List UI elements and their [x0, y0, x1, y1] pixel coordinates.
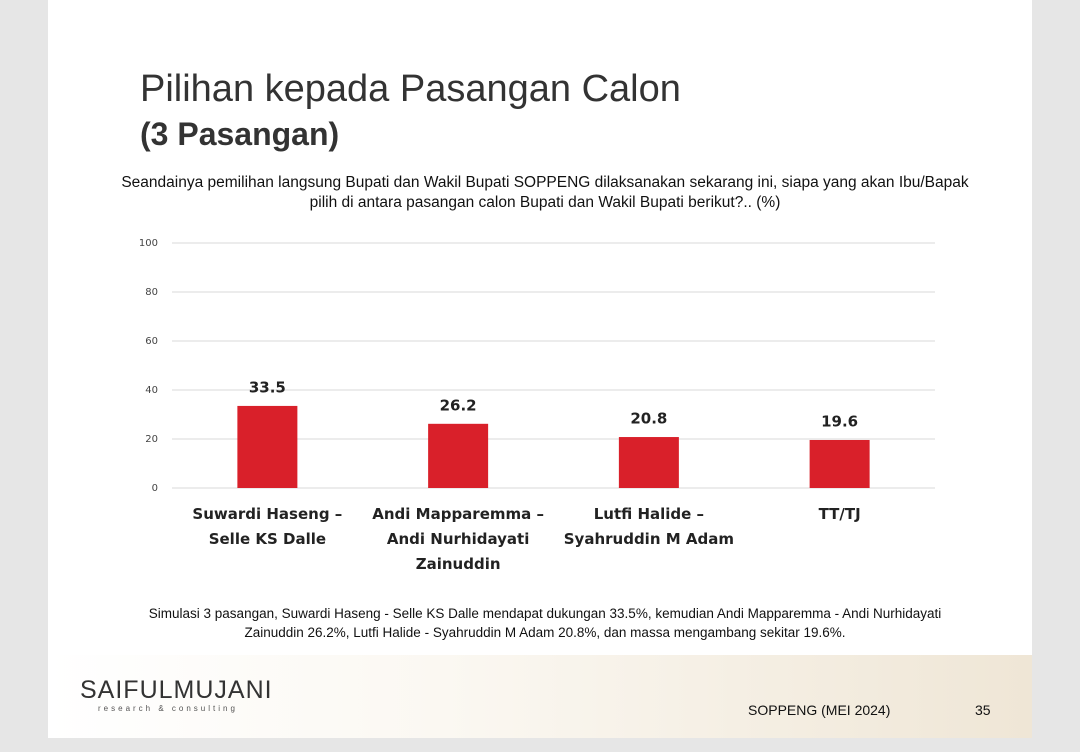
footer-label: SOPPENG (MEI 2024) [748, 702, 891, 718]
x-tick-label: Andi Mapparemma – Andi Nurhidayati Zainu… [372, 505, 544, 573]
data-label: 33.5 [249, 378, 286, 396]
bar [618, 437, 679, 488]
chart-title: Seandainya pemilihan langsung Bupati dan… [121, 174, 969, 211]
y-tick-label: 20 [145, 434, 158, 445]
bar [237, 405, 298, 488]
x-tick-label: TT/TJ [818, 505, 861, 523]
x-tick-label: Lutfi Halide – Syahruddin M Adam [563, 505, 734, 548]
data-label: 19.6 [821, 412, 858, 430]
page-number: 35 [975, 702, 991, 718]
note: Simulasi 3 pasangan, Suwardi Haseng - Se… [148, 606, 942, 640]
y-tick-label: 0 [152, 483, 158, 494]
y-tick-label: 60 [145, 336, 158, 347]
y-tick-label: 80 [145, 287, 158, 298]
logo: SAIFULMUJANI [80, 676, 273, 704]
footer-strip [48, 655, 1032, 738]
data-label: 20.8 [630, 410, 667, 428]
data-label: 26.2 [440, 396, 477, 414]
bar [428, 423, 489, 488]
x-tick-label: Suwardi Haseng – Selle KS Dalle [192, 505, 343, 548]
logo-sub: research & consulting [98, 704, 238, 713]
y-tick-label: 40 [145, 385, 158, 396]
title: Pilihan kepada Pasangan Calon [140, 68, 681, 110]
bar [809, 439, 870, 488]
slide [48, 0, 1032, 738]
subtitle: (3 Pasangan) [140, 116, 340, 152]
y-tick-label: 100 [139, 238, 158, 249]
